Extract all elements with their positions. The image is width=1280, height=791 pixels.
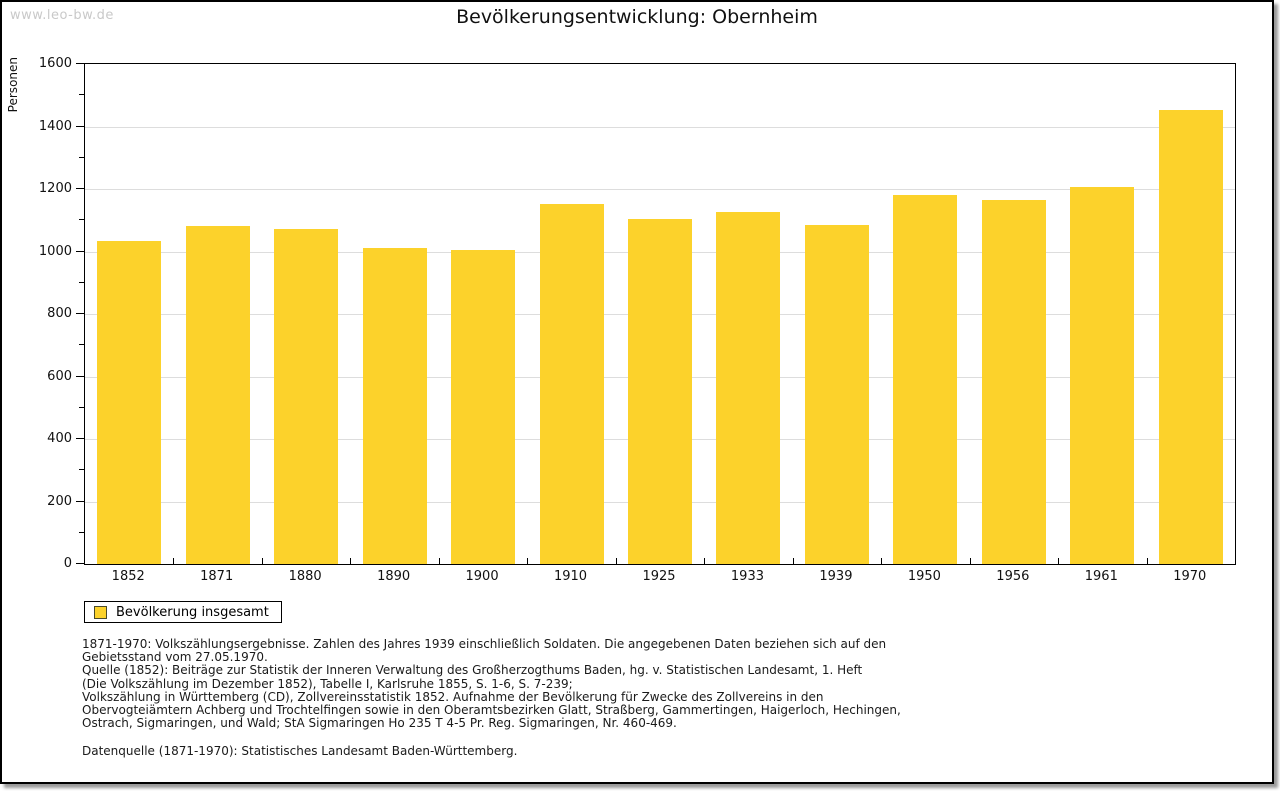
y-axis-minor-tick [79, 281, 84, 283]
y-axis-tick-label: 1200 [38, 181, 72, 196]
y-axis-major-tick [76, 563, 84, 564]
x-axis-tick-label: 1933 [730, 569, 764, 584]
y-axis-major-tick [76, 438, 84, 439]
bar [1070, 187, 1135, 564]
y-axis-major-tick [76, 313, 84, 314]
y-axis-tick-label: 0 [63, 556, 72, 571]
bar [451, 250, 516, 564]
y-axis-minor-tick [79, 531, 84, 533]
y-axis-minor-tick [79, 406, 84, 408]
chart-title: Bevölkerungsentwicklung: Obernheim [456, 6, 818, 28]
y-axis-major-tick [76, 63, 84, 64]
x-axis-tick-label: 1961 [1084, 569, 1118, 584]
x-axis-tick-label: 1852 [111, 569, 145, 584]
y-axis-major-tick [76, 250, 84, 252]
watermark: www.leo-bw.de [10, 8, 114, 23]
footnote-line: Obervogteiämtern Achberg und Trochtelfin… [82, 703, 901, 718]
y-axis-tick-label: 400 [47, 431, 72, 446]
legend-label: Bevölkerung insgesamt [116, 604, 269, 620]
y-axis-minor-tick [79, 156, 84, 158]
x-axis-boundary-tick [969, 558, 971, 564]
y-axis-major-tick [76, 188, 84, 189]
bar [185, 226, 250, 564]
bar [1158, 110, 1223, 564]
datasource-line: Datenquelle (1871-1970): Statistisches L… [82, 744, 518, 759]
x-axis-boundary-tick [615, 558, 617, 564]
y-axis-minor-tick [79, 94, 84, 96]
x-axis-boundary-tick [350, 558, 352, 564]
bar [274, 229, 339, 564]
y-axis-tick-label: 200 [47, 493, 72, 509]
bar [539, 204, 604, 564]
x-axis-tick-label: 1890 [377, 569, 411, 584]
plot-area [84, 63, 1236, 565]
gridline [85, 189, 1235, 190]
x-axis-boundary-tick [792, 558, 794, 564]
bar [362, 248, 427, 564]
y-axis-tick-label: 800 [47, 306, 72, 321]
bar [981, 200, 1046, 564]
bar [893, 195, 958, 564]
legend-color-swatch [94, 605, 107, 619]
x-axis-tick-label: 1950 [907, 569, 941, 584]
x-axis-boundary-tick [704, 558, 706, 564]
footnote-line: Quelle (1852): Beiträge zur Statistik de… [82, 663, 863, 678]
x-axis-tick-label: 1910 [553, 569, 588, 584]
y-axis-major-tick [76, 125, 84, 127]
x-axis-boundary-tick [527, 558, 529, 564]
x-axis-tick-label: 1880 [288, 569, 322, 584]
footnote-line: 1871-1970: Volkszählungsergebnisse. Zahl… [82, 637, 887, 651]
gridline [85, 126, 1235, 128]
footnote-line: (Die Volkszählung im Dezember 1852), Tab… [82, 676, 573, 691]
footnotes: 1871-1970: Volkszählungsergebnisse. Zahl… [82, 637, 901, 759]
y-axis-major-tick [76, 500, 84, 502]
bar [804, 224, 869, 564]
x-axis-tick-label: 1956 [996, 569, 1030, 584]
y-axis-tick-label: 1600 [38, 56, 72, 71]
y-axis-tick-label: 600 [47, 368, 72, 384]
x-axis-boundary-tick [1058, 558, 1060, 564]
bar [716, 212, 781, 564]
x-axis-tick-label: 1900 [465, 569, 499, 584]
legend: Bevölkerung insgesamt [84, 601, 282, 623]
y-axis-minor-tick [79, 469, 84, 471]
footnote-line: Ostrach, Sigmaringen, und Wald; StA Sigm… [82, 716, 677, 731]
x-axis-boundary-tick [173, 558, 175, 564]
y-axis-major-tick [76, 375, 84, 377]
x-axis-boundary-tick [881, 558, 883, 564]
y-axis-tick-label: 1400 [38, 118, 72, 134]
x-axis-tick-label: 1925 [642, 569, 676, 584]
x-axis-boundary-tick [438, 558, 440, 564]
y-axis-minor-tick [79, 344, 84, 346]
x-axis-tick-label: 1939 [819, 569, 853, 584]
x-axis-boundary-tick [1146, 558, 1148, 564]
footnote-line: Volkszählung in Württemberg (CD), Zollve… [82, 689, 824, 704]
bar [628, 219, 692, 564]
x-axis-tick-label: 1970 [1173, 569, 1207, 584]
bar [97, 241, 162, 564]
x-axis-tick-label: 1871 [200, 569, 234, 584]
y-axis-minor-tick [79, 219, 84, 221]
footnote-line: Gebietsstand vom 27.05.1970. [82, 650, 268, 665]
x-axis-boundary-tick [261, 558, 263, 564]
y-axis-tick-label: 1000 [38, 243, 72, 259]
